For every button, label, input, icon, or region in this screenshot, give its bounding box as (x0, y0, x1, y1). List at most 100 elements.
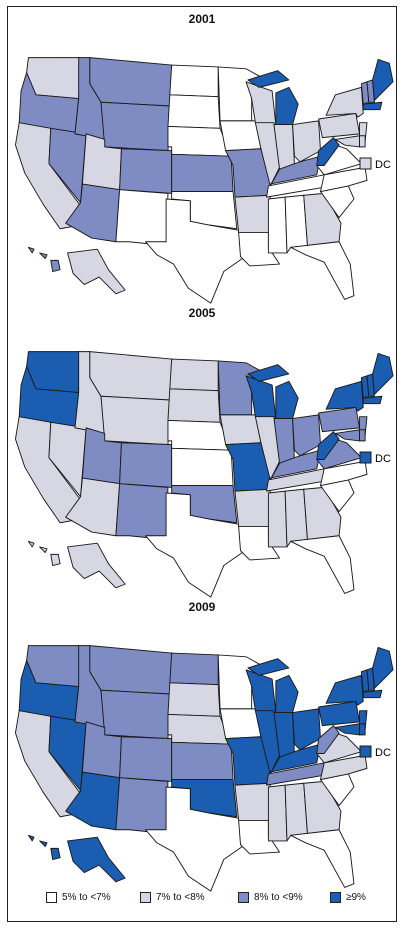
state-ks (171, 447, 234, 487)
legend-item-2: 7% to <8% (140, 892, 205, 903)
state-wv (316, 725, 340, 754)
dc-label: DC (375, 159, 391, 171)
state-sd (167, 682, 221, 717)
state-co (119, 736, 173, 782)
state-ar (234, 782, 271, 821)
state-ny (325, 674, 364, 706)
dc-label: DC (375, 453, 391, 465)
state-nc (320, 754, 368, 781)
state-co (119, 442, 173, 488)
state-nc (320, 166, 368, 193)
state-ak (67, 836, 126, 883)
state-wy (100, 689, 171, 740)
map-panel-2001: 2001 DC (8, 12, 396, 312)
state-fl (290, 241, 355, 300)
legend-item-3: 8% to <9% (238, 892, 303, 903)
panel-title: 2009 (188, 600, 216, 614)
state-mt (89, 57, 173, 107)
state-nh (366, 373, 375, 397)
legend-label-2: 7% to <8% (156, 892, 205, 903)
state-ak (67, 248, 126, 295)
state-ma (362, 395, 383, 405)
us-map: DC (14, 57, 394, 304)
state-nm (115, 483, 169, 540)
state-ia (219, 708, 262, 740)
state-me (372, 353, 394, 395)
state-fl (290, 535, 355, 594)
legend-label-1: 5% to <7% (62, 892, 111, 903)
state-wy (100, 395, 171, 446)
state-ny (325, 380, 364, 412)
dc-label: DC (375, 747, 391, 759)
legend-label-4: ≥9% (346, 892, 366, 903)
state-nd (169, 64, 219, 98)
map-panel-2005: 2005 DC (8, 306, 396, 606)
state-nh (366, 79, 375, 103)
legend-item-4: ≥9% (330, 892, 366, 903)
legend: 5% to <7% 7% to <8% 8% to <9% ≥9% (8, 884, 396, 912)
state-pa (318, 406, 361, 433)
state-nm (115, 189, 169, 246)
state-nm (115, 777, 169, 834)
legend-swatch-3 (238, 892, 249, 903)
state-hi (27, 540, 61, 566)
state-nc (320, 460, 368, 487)
state-tx (145, 198, 243, 304)
panel-title: 2001 (188, 12, 216, 26)
state-ms (267, 196, 288, 254)
state-mi (247, 658, 299, 714)
state-mi (247, 70, 299, 126)
dc-swatch (359, 745, 372, 758)
state-me (372, 647, 394, 689)
state-ny (325, 86, 364, 118)
state-oh (292, 414, 321, 457)
state-tx (145, 786, 243, 892)
state-ma (362, 689, 383, 699)
state-co (119, 148, 173, 194)
state-wv (316, 137, 340, 166)
state-ia (219, 414, 262, 446)
state-wy (100, 101, 171, 152)
state-ar (234, 194, 271, 233)
legend-item-1: 5% to <7% (46, 892, 111, 903)
state-ma (362, 101, 383, 111)
dc-swatch (359, 157, 372, 170)
state-ga (303, 486, 342, 540)
map-panel-2009: 2009 DC (8, 600, 396, 900)
state-ar (234, 488, 271, 527)
legend-swatch-1 (46, 892, 57, 903)
legend-swatch-2 (140, 892, 151, 903)
panel-title: 2005 (188, 306, 216, 320)
us-map: DC (14, 351, 394, 598)
state-mt (89, 351, 173, 401)
state-nd (169, 652, 219, 686)
state-ga (303, 780, 342, 834)
state-ms (267, 784, 288, 842)
figure-frame (7, 6, 397, 922)
state-oh (292, 120, 321, 163)
state-oh (292, 708, 321, 751)
state-ms (267, 490, 288, 548)
state-ks (171, 741, 234, 781)
state-ga (303, 192, 342, 246)
state-ky (269, 155, 321, 187)
us-map: DC (14, 645, 394, 892)
state-ks (171, 153, 234, 193)
state-tx (145, 492, 243, 598)
state-fl (290, 829, 355, 888)
state-ky (269, 449, 321, 481)
state-ia (219, 120, 262, 152)
state-nd (169, 358, 219, 392)
state-mt (89, 645, 173, 695)
state-hi (27, 834, 61, 860)
state-sd (167, 94, 221, 129)
state-mi (247, 364, 299, 420)
state-nh (366, 667, 375, 691)
state-de (359, 135, 366, 148)
state-me (372, 59, 394, 101)
state-pa (318, 700, 361, 727)
legend-swatch-4 (330, 892, 341, 903)
legend-label-3: 8% to <9% (254, 892, 303, 903)
state-ky (269, 743, 321, 775)
state-hi (27, 246, 61, 272)
